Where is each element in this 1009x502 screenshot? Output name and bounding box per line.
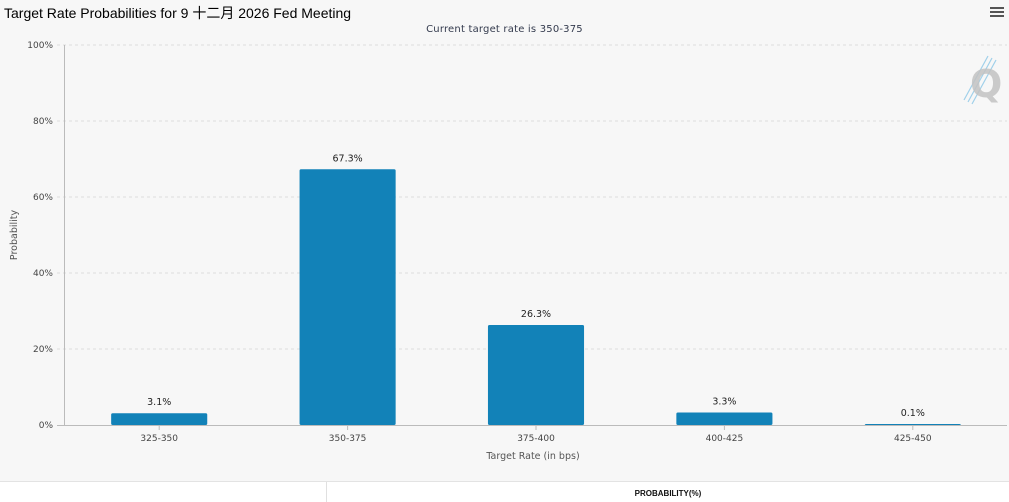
x-tick-label: 425-450 — [894, 434, 932, 444]
table-divider — [326, 482, 327, 502]
x-tick-label: 325-350 — [140, 434, 178, 444]
y-tick-label: 20% — [33, 345, 53, 355]
x-tick-label: 400-425 — [706, 434, 744, 444]
probability-column-header: PROBABILITY(%) — [634, 489, 702, 498]
x-tick-label: 375-400 — [517, 434, 555, 444]
y-tick-label: 80% — [33, 117, 53, 127]
chart-subtitle: Current target rate is 350-375 — [426, 24, 583, 35]
hamburger-menu-icon[interactable] — [990, 7, 1004, 19]
bar-425-450[interactable] — [864, 424, 961, 425]
bar-chart: Q 0% 20% 40% 60% 80% 100% 3.1% 325-350 67.3% 350-… — [9, 41, 1007, 462]
bar-400-425[interactable] — [676, 412, 773, 425]
x-tick-label: 350-375 — [329, 434, 367, 444]
watermark-letter: Q — [970, 62, 1002, 106]
bar-375-400[interactable] — [487, 325, 585, 425]
y-tick-label: 60% — [33, 193, 53, 203]
data-label: 3.1% — [147, 397, 171, 408]
bar-350-375[interactable] — [299, 169, 396, 425]
data-label: 0.1% — [901, 408, 925, 419]
x-axis-title: Target Rate (in bps) — [485, 451, 579, 462]
data-label: 67.3% — [333, 153, 363, 164]
chart-title: Target Rate Probabilities for 9 十二月 2026… — [4, 5, 352, 21]
y-tick-label: 100% — [27, 41, 53, 51]
data-label: 3.3% — [712, 396, 736, 407]
y-axis-title: Probability — [9, 210, 20, 261]
bar-325-350[interactable] — [111, 413, 208, 425]
y-tick-label: 40% — [33, 269, 53, 279]
y-tick-label: 0% — [39, 421, 54, 431]
data-label: 26.3% — [521, 309, 551, 320]
probability-table: PROBABILITY(%) — [0, 481, 1009, 502]
q-logo-icon: Q — [963, 55, 1002, 106]
